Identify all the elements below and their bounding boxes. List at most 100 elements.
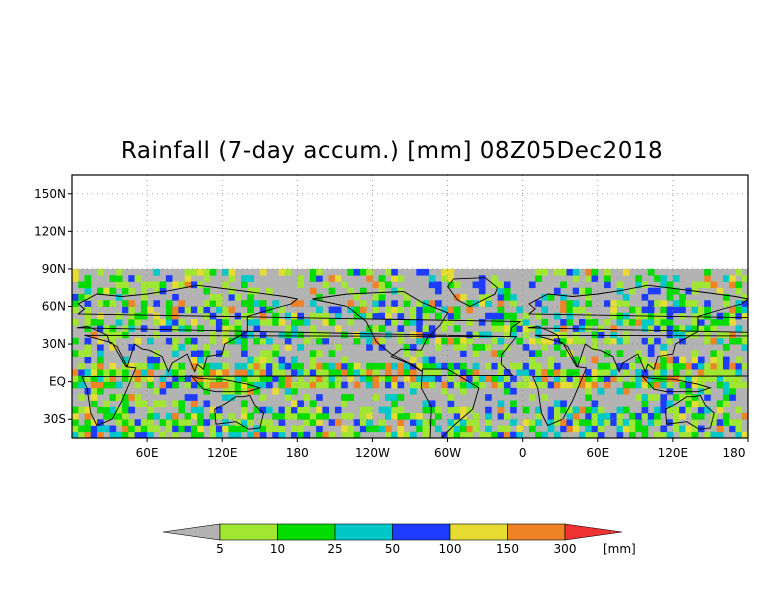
- rain-cell: [90, 419, 98, 426]
- rain-cell: [635, 412, 642, 420]
- rain-cell: [140, 281, 148, 289]
- rain-cell: [184, 306, 192, 314]
- rain-cell: [259, 375, 267, 383]
- rain-cell: [660, 394, 668, 401]
- rain-cell: [316, 331, 323, 339]
- rain-cell: [140, 306, 148, 314]
- rain-cell: [372, 381, 380, 389]
- rain-cell: [153, 387, 161, 395]
- rain-cell: [241, 300, 248, 307]
- rain-cell: [172, 369, 179, 376]
- rain-cell: [172, 431, 179, 438]
- rain-cell: [572, 369, 580, 376]
- rain-cell: [585, 287, 592, 295]
- rain-cell: [122, 356, 129, 364]
- rain-cell: [716, 381, 724, 389]
- rain-cell: [159, 362, 167, 370]
- rain-cell: [122, 331, 129, 339]
- rain-cell: [641, 394, 649, 401]
- rain-cell: [297, 406, 304, 414]
- colorbar-swatch: [392, 523, 451, 541]
- rain-cell: [378, 281, 386, 289]
- longitude-ticks: 60E 120E 180 120W 60W 0 60E 120E 180: [136, 438, 749, 460]
- rain-cell: [485, 312, 492, 320]
- rain-cell: [729, 362, 736, 370]
- rain-cell: [165, 419, 173, 426]
- rain-cell: [259, 419, 267, 426]
- rain-cell: [97, 319, 104, 326]
- rain-cell: [447, 319, 455, 326]
- rain-cell: [247, 275, 254, 282]
- rain-cell: [84, 293, 92, 301]
- rain-cell: [303, 419, 311, 426]
- rain-cell: [597, 431, 605, 438]
- rain-cell: [241, 412, 248, 420]
- coastline-eurasia: [527, 284, 748, 373]
- rain-cell: [366, 406, 373, 414]
- rain-cell: [222, 268, 229, 276]
- rain-cell: [291, 400, 298, 408]
- rain-cell: [666, 356, 674, 364]
- rain-cell: [341, 425, 348, 433]
- rain-cell: [172, 419, 179, 426]
- rain-cell: [353, 431, 361, 438]
- rain-cell: [722, 394, 730, 401]
- rain-cell: [78, 431, 85, 438]
- rain-cell: [178, 281, 186, 289]
- rain-cell: [72, 381, 79, 389]
- rain-cell: [510, 400, 517, 408]
- rain-cell: [435, 425, 442, 433]
- rain-cell: [341, 331, 348, 339]
- rain-cell: [384, 431, 392, 438]
- rain-cell: [384, 331, 392, 339]
- rain-cell: [560, 375, 567, 383]
- rain-cell: [422, 325, 430, 332]
- rain-cell: [410, 419, 417, 426]
- rain-cell: [591, 412, 599, 420]
- rain-cell: [122, 306, 129, 314]
- rain-cell: [266, 375, 273, 383]
- rain-cell: [691, 400, 699, 408]
- rain-cell: [403, 412, 411, 420]
- rain-cell: [172, 362, 179, 370]
- rain-cell: [497, 312, 505, 320]
- rain-cell: [241, 400, 248, 408]
- rain-cell: [391, 406, 398, 414]
- rain-cell: [528, 419, 536, 426]
- rain-cell: [672, 375, 680, 383]
- rain-cell: [184, 412, 192, 420]
- rain-cell: [215, 369, 223, 376]
- rain-cell: [172, 281, 179, 289]
- rain-cell: [741, 362, 748, 370]
- rain-cell: [334, 306, 342, 314]
- rain-cell: [316, 306, 323, 314]
- rain-cell: [153, 331, 161, 339]
- rain-cell: [641, 306, 649, 314]
- rain-cell: [460, 419, 467, 426]
- rain-cell: [84, 412, 92, 420]
- rain-cell: [510, 331, 517, 339]
- rain-cell: [691, 381, 699, 389]
- rain-cell: [697, 362, 705, 370]
- rain-cell: [153, 300, 161, 307]
- rain-cell: [241, 312, 248, 320]
- rain-cell: [303, 412, 311, 420]
- rain-cell: [309, 325, 317, 332]
- rain-cell: [90, 331, 98, 339]
- rain-cell: [222, 362, 229, 370]
- map-title: Rainfall (7-day accum.) [mm] 08Z05Dec201…: [120, 138, 664, 164]
- lat-tick-label: 30S: [43, 412, 66, 426]
- rain-cell: [635, 375, 642, 383]
- rain-cell: [153, 319, 161, 326]
- rain-cell: [197, 419, 204, 426]
- rain-cell: [428, 369, 436, 376]
- rain-cell: [190, 350, 198, 357]
- rain-cell: [172, 325, 179, 332]
- rain-cell: [697, 400, 705, 408]
- rain-cell: [541, 431, 549, 438]
- rain-cell: [234, 362, 242, 370]
- rain-cell: [672, 287, 680, 295]
- rain-cell: [597, 419, 605, 426]
- rain-cell: [284, 268, 292, 276]
- rain-cell: [197, 431, 204, 438]
